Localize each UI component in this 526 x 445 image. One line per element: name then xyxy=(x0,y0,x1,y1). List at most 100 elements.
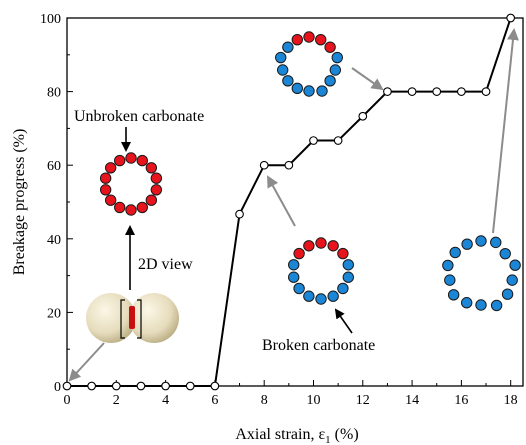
unbroken-particle-ring xyxy=(99,152,163,216)
particle-dot xyxy=(145,194,158,206)
data-point xyxy=(210,381,220,391)
y-tick-label: 100 xyxy=(40,12,61,27)
particle-dot xyxy=(276,64,289,76)
y-tick-label: 80 xyxy=(47,86,61,101)
particle-dot xyxy=(342,259,354,271)
particle-dot xyxy=(509,259,521,271)
particle-dot xyxy=(506,274,518,286)
data-point xyxy=(284,160,294,170)
particle-dot xyxy=(444,274,456,286)
left-sphere xyxy=(86,293,136,343)
particle-dot xyxy=(136,201,148,214)
particle-dot xyxy=(327,240,339,252)
contact-bond xyxy=(129,306,135,329)
x-tick-label: 18 xyxy=(504,393,518,408)
data-point xyxy=(185,381,195,391)
fully-broken-ring-right xyxy=(442,235,521,312)
plot-axes: 0 2 4 6 8 10 12 14 16 18 0 20 40 60 80 100 Axial strain,… xyxy=(11,12,524,445)
particle-dot xyxy=(114,201,126,214)
arrow-to-13pct xyxy=(351,67,384,91)
data-point xyxy=(432,87,442,96)
particle-dot xyxy=(331,51,343,64)
particle-dot xyxy=(315,237,327,249)
particle-dot xyxy=(475,299,487,311)
particle-dot xyxy=(291,82,303,95)
data-point xyxy=(333,136,343,145)
data-point xyxy=(506,13,516,23)
x-tick-label: 14 xyxy=(405,393,419,408)
particle-dot xyxy=(293,282,305,295)
2d-view-label: 2D view xyxy=(138,256,193,273)
particle-dot xyxy=(461,238,473,250)
particle-dot xyxy=(342,271,354,283)
x-tick-label: 10 xyxy=(306,393,320,408)
data-point xyxy=(87,381,96,391)
particle-dot xyxy=(150,184,163,196)
particle-dot xyxy=(288,259,300,271)
particle-dot xyxy=(303,290,315,302)
y-axis-title: Breakage progress (%) xyxy=(11,129,28,276)
x-axis-title: Axial strain, ε1 (%) xyxy=(235,426,358,445)
data-point xyxy=(235,209,244,219)
y-tick-label: 60 xyxy=(47,159,61,174)
broken-label-arrow xyxy=(334,308,353,334)
particle-dot xyxy=(324,41,336,53)
data-point xyxy=(407,87,417,96)
particle-dot xyxy=(501,288,514,300)
data-point xyxy=(383,87,392,96)
y-tick-label: 0 xyxy=(54,380,61,395)
particle-dot xyxy=(288,271,300,283)
particle-dot xyxy=(499,247,511,260)
right-sphere xyxy=(129,293,179,343)
particle-dot xyxy=(337,247,349,260)
x-tick-label: 8 xyxy=(261,393,268,408)
data-series xyxy=(62,13,516,391)
x-tick-label: 16 xyxy=(454,393,468,408)
x-tick-label: 0 xyxy=(64,393,71,408)
broken-particle-ring xyxy=(288,237,354,305)
particle-dot xyxy=(293,247,305,260)
particle-dot xyxy=(291,33,303,46)
particle-dot xyxy=(315,33,327,46)
data-point xyxy=(136,381,146,391)
data-point xyxy=(481,87,491,96)
particle-dot xyxy=(282,41,294,53)
annotations: Unbroken carbonate Broken carbonate 2D v… xyxy=(68,28,521,382)
data-point xyxy=(358,111,368,121)
data-point xyxy=(457,87,466,96)
particle-dot xyxy=(145,162,158,174)
particle-dot xyxy=(303,240,315,252)
particle-dot xyxy=(303,31,315,43)
contact-bracket xyxy=(120,299,142,339)
particle-dot xyxy=(150,172,163,184)
particle-dot xyxy=(99,184,112,196)
particle-dot xyxy=(114,154,126,167)
unbroken-carbonate-label: Unbroken carbonate xyxy=(74,108,204,125)
y-tick-label: 40 xyxy=(47,233,61,248)
particle-dot xyxy=(125,152,137,164)
particle-pair-3d xyxy=(86,293,179,343)
data-point xyxy=(259,160,269,170)
particle-dot xyxy=(303,85,315,97)
x-tick-label: 4 xyxy=(162,393,169,408)
particle-dot xyxy=(447,289,460,301)
particle-dot xyxy=(99,172,112,184)
y-tick-label: 20 xyxy=(47,306,61,321)
partially-broken-ring-top xyxy=(275,31,343,97)
particle-dot xyxy=(136,154,148,167)
particle-dot xyxy=(460,297,473,309)
particle-dot xyxy=(475,235,487,247)
particle-dot xyxy=(327,290,339,302)
particle-dot xyxy=(449,246,461,259)
data-point xyxy=(62,381,72,391)
particle-dot xyxy=(275,51,287,64)
data-point xyxy=(161,381,170,391)
particle-dot xyxy=(329,64,342,76)
particle-dot xyxy=(324,75,336,87)
broken-carbonate-label: Broken carbonate xyxy=(262,337,375,354)
arrow-to-18pct xyxy=(492,28,519,234)
particle-dot xyxy=(490,236,502,249)
particle-dot xyxy=(125,204,137,216)
data-point xyxy=(309,136,318,145)
